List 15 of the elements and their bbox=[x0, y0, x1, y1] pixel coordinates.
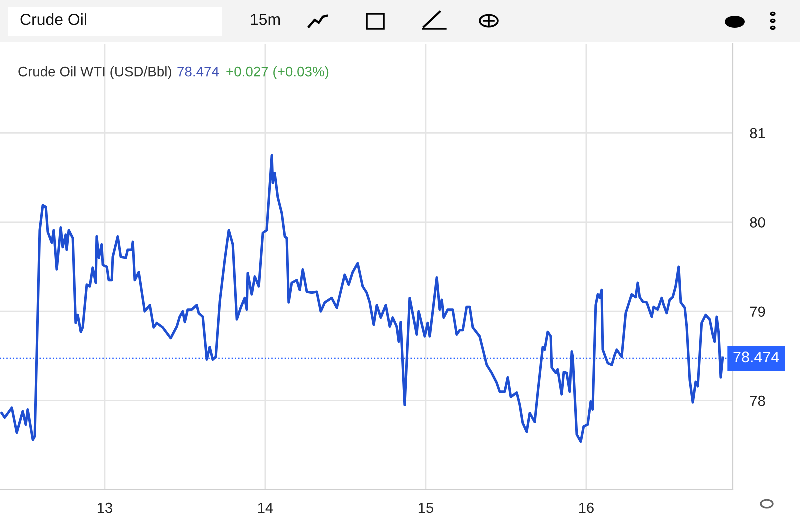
x-tick-label: 16 bbox=[579, 502, 594, 514]
x-tick-label: 14 bbox=[258, 503, 274, 514]
y-tick-label: 78 bbox=[750, 396, 766, 406]
y-tick-label: 79 bbox=[750, 306, 766, 318]
text: Crude Oil bbox=[20, 14, 86, 26]
y-tick-label: 81 bbox=[750, 128, 766, 139]
ref-line-label: 78.474 bbox=[734, 352, 780, 363]
y-tick-label: 80 bbox=[750, 218, 766, 228]
text: Crude Oil WTI (USD/Bbl) bbox=[18, 66, 172, 80]
x-tick-label: 15 bbox=[418, 503, 434, 514]
line-series bbox=[0, 154, 724, 444]
annotation: 78.474 bbox=[178, 66, 220, 77]
annotation: +0.027 (+0.03%) bbox=[226, 66, 329, 80]
x-tick-label: 13 bbox=[98, 502, 112, 514]
text: 15m bbox=[251, 14, 280, 26]
